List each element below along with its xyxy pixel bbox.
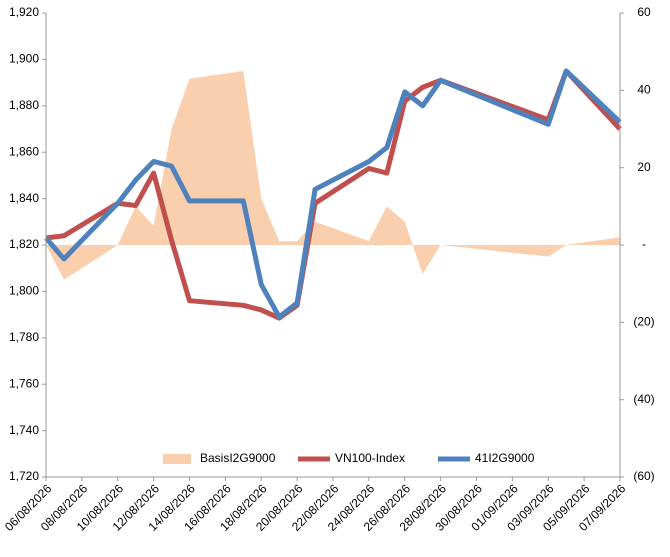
y-tick-label: 1,840 — [9, 191, 39, 205]
line — [44, 68, 622, 320]
y-tick-label: 1,900 — [9, 52, 39, 66]
legend-label: BasisI2G9000 — [200, 451, 276, 465]
y-tick-label: 1,860 — [9, 144, 39, 158]
y-tick-label: 1,760 — [9, 376, 39, 390]
area — [46, 71, 620, 280]
y-tick-label: 1,820 — [9, 237, 39, 251]
legend-label: VN100-Index — [335, 451, 405, 465]
y-tick-label: 1,720 — [9, 469, 39, 483]
y-tick-label: 1,920 — [9, 5, 39, 19]
line — [45, 68, 622, 321]
legend-label: 41I2G9000 — [475, 451, 535, 465]
y2-tick-label: 60 — [637, 5, 651, 19]
y-tick-label: 1,800 — [9, 284, 39, 298]
y2-tick-label: (40) — [633, 392, 654, 406]
y2-tick-label: - — [642, 237, 646, 251]
y-tick-label: 1,880 — [9, 98, 39, 112]
y2-tick-label: 20 — [637, 160, 651, 174]
y2-tick-label: 40 — [637, 83, 651, 97]
y2-tick-label: (20) — [633, 315, 654, 329]
legend-swatch — [163, 454, 191, 464]
y-tick-label: 1,740 — [9, 423, 39, 437]
y-tick-label: 1,780 — [9, 330, 39, 344]
y2-tick-label: (60) — [633, 469, 654, 483]
